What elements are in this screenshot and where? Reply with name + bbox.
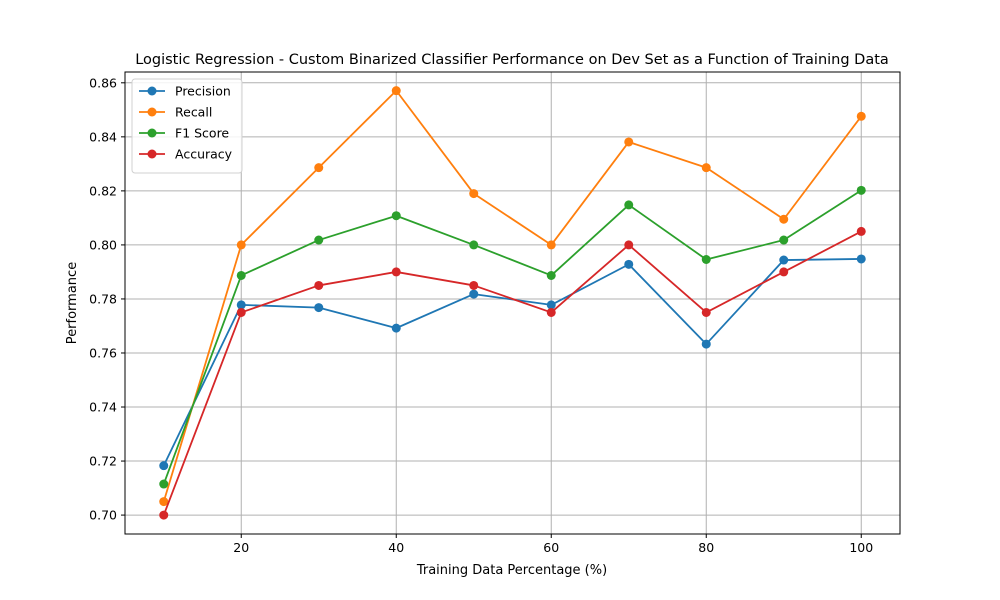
data-point-f1-score — [469, 240, 479, 250]
legend-swatch-marker — [147, 149, 157, 159]
x-tick-label: 60 — [543, 540, 559, 555]
data-point-recall — [624, 137, 634, 147]
data-point-recall — [546, 240, 556, 250]
y-tick-label: 0.74 — [89, 400, 117, 415]
data-point-recall — [779, 214, 789, 224]
legend-label: Recall — [175, 105, 212, 120]
x-tick-label: 40 — [388, 540, 404, 555]
data-point-precision — [159, 461, 169, 471]
series-line-precision — [162, 258, 862, 467]
legend-swatch-marker — [147, 86, 157, 96]
data-point-accuracy — [391, 267, 401, 277]
x-axis-label: Training Data Percentage (%) — [416, 563, 607, 578]
data-point-recall — [469, 189, 479, 199]
legend: Precision Recall F1 Score Accuracy — [131, 78, 243, 174]
x-axis-ticks: 20 40 60 80 100 — [233, 534, 873, 555]
x-tick-label: 20 — [233, 540, 249, 555]
series-layer — [159, 86, 866, 520]
data-point-precision — [546, 300, 556, 310]
y-tick-label: 0.86 — [89, 75, 117, 90]
y-tick-label: 0.78 — [89, 291, 117, 306]
data-point-accuracy — [779, 267, 789, 277]
series-accuracy — [159, 226, 866, 520]
data-point-f1-score — [314, 235, 324, 245]
y-axis-label: Performance — [65, 262, 80, 344]
legend-item-f1-score: F1 Score — [139, 126, 229, 141]
legend-swatch-marker — [147, 128, 157, 138]
data-point-precision — [779, 255, 789, 265]
data-point-recall — [856, 111, 866, 121]
data-point-f1-score — [701, 255, 711, 265]
data-point-f1-score — [236, 270, 246, 280]
legend-label: Precision — [175, 84, 231, 99]
data-point-precision — [469, 289, 479, 299]
legend-label: F1 Score — [175, 126, 229, 141]
data-point-accuracy — [314, 280, 324, 290]
legend-item-precision: Precision — [139, 84, 231, 99]
x-tick-label: 100 — [849, 540, 873, 555]
y-tick-label: 0.70 — [89, 508, 117, 523]
legend-label: Accuracy — [175, 147, 233, 162]
data-point-accuracy — [856, 226, 866, 236]
data-point-accuracy — [236, 307, 246, 317]
data-point-recall — [701, 163, 711, 173]
data-point-accuracy — [159, 510, 169, 520]
data-point-f1-score — [779, 235, 789, 245]
data-point-recall — [391, 86, 401, 96]
y-tick-label: 0.76 — [89, 345, 117, 360]
data-point-accuracy — [701, 307, 711, 317]
legend-swatch-marker — [147, 107, 157, 117]
legend-box — [131, 78, 243, 174]
data-point-precision — [856, 254, 866, 264]
data-point-recall — [314, 163, 324, 173]
series-precision — [159, 254, 866, 471]
grid-lines — [125, 72, 900, 534]
legend-item-accuracy: Accuracy — [139, 147, 233, 162]
series-line-f1-score — [162, 189, 862, 485]
y-tick-label: 0.80 — [89, 237, 117, 252]
data-point-accuracy — [624, 240, 634, 250]
series-f1-score — [159, 185, 866, 489]
series-line-accuracy — [162, 230, 862, 516]
plot-frame — [124, 71, 901, 535]
data-point-recall — [159, 497, 169, 507]
data-point-precision — [236, 300, 246, 310]
y-tick-label: 0.82 — [89, 183, 117, 198]
y-axis-ticks: 0.70 0.72 0.74 0.76 0.78 0.80 0.82 0.84 0.86 — [89, 75, 125, 523]
data-point-f1-score — [391, 211, 401, 221]
data-point-f1-score — [159, 479, 169, 489]
legend-item-recall: Recall — [139, 105, 212, 120]
data-point-f1-score — [546, 270, 556, 280]
series-recall — [159, 86, 866, 507]
data-point-precision — [701, 339, 711, 349]
data-point-f1-score — [624, 200, 634, 210]
y-tick-label: 0.84 — [89, 129, 117, 144]
data-point-precision — [624, 259, 634, 269]
chart-title: Logistic Regression - Custom Binarized C… — [135, 52, 889, 68]
series-line-recall — [162, 89, 862, 502]
data-point-recall — [236, 240, 246, 250]
x-tick-label: 80 — [698, 540, 714, 555]
data-point-f1-score — [856, 185, 866, 195]
y-tick-label: 0.72 — [89, 454, 117, 469]
data-point-precision — [391, 323, 401, 333]
data-point-accuracy — [546, 307, 556, 317]
data-point-accuracy — [469, 280, 479, 290]
data-point-precision — [314, 303, 324, 313]
